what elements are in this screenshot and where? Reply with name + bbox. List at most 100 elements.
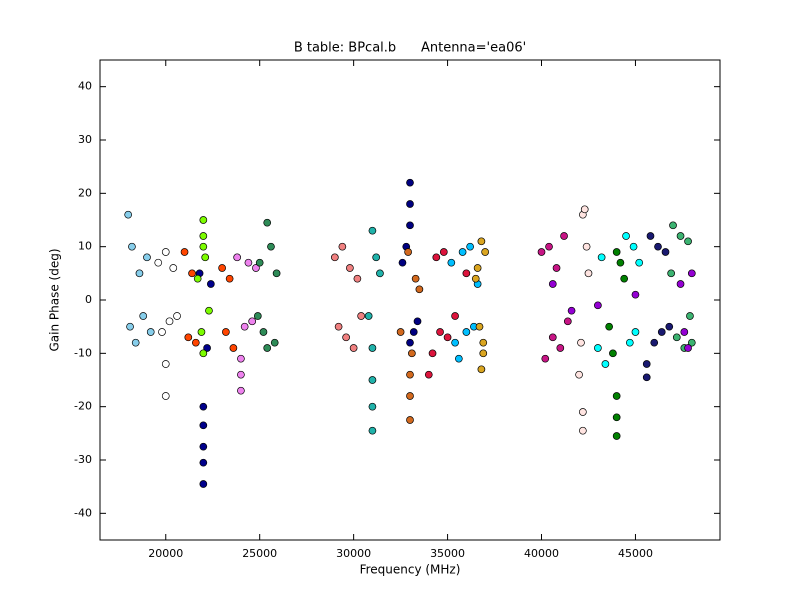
data-point xyxy=(368,376,377,384)
y-axis-label: Gain Phase (deg) xyxy=(48,248,62,351)
data-point xyxy=(199,421,208,430)
data-point xyxy=(676,280,685,288)
y-tick-label: 10 xyxy=(78,240,92,253)
data-point xyxy=(657,328,666,336)
data-point xyxy=(466,242,474,251)
data-point xyxy=(126,322,134,331)
data-point xyxy=(330,253,339,262)
data-point xyxy=(620,274,629,283)
data-point xyxy=(165,317,174,326)
data-point xyxy=(161,392,170,400)
data-point xyxy=(191,338,200,347)
y-tick-label: 30 xyxy=(78,133,92,146)
data-point xyxy=(665,322,674,331)
data-point xyxy=(199,480,208,488)
data-point xyxy=(667,269,676,278)
data-point xyxy=(451,338,459,347)
data-point xyxy=(584,269,593,278)
data-point xyxy=(443,333,452,342)
data-point xyxy=(161,360,170,368)
y-tick-label: 40 xyxy=(78,80,92,93)
data-point xyxy=(432,253,441,262)
data-point xyxy=(406,338,414,347)
data-point xyxy=(255,258,264,267)
data-point xyxy=(439,248,448,256)
data-point xyxy=(131,338,140,347)
data-point xyxy=(139,312,148,320)
data-point xyxy=(458,248,467,256)
data-point xyxy=(406,370,414,379)
data-point xyxy=(396,328,405,336)
data-point xyxy=(601,360,610,368)
data-point xyxy=(684,344,692,352)
data-point xyxy=(451,312,459,320)
data-point xyxy=(548,280,557,288)
data-point xyxy=(477,365,486,374)
data-point xyxy=(199,402,208,411)
data-point xyxy=(582,242,591,251)
data-point xyxy=(577,338,585,347)
data-point xyxy=(161,248,170,256)
plot-area xyxy=(124,178,696,488)
data-point xyxy=(635,258,644,267)
y-tick-label: -30 xyxy=(74,453,92,466)
x-tick-label: 40000 xyxy=(524,547,559,560)
data-point xyxy=(578,426,587,435)
data-point xyxy=(349,344,358,352)
data-point xyxy=(188,269,196,278)
data-point xyxy=(672,333,681,342)
data-point xyxy=(462,269,471,278)
data-point xyxy=(158,328,166,336)
data-point xyxy=(248,317,257,326)
data-point xyxy=(552,264,561,272)
data-point xyxy=(481,248,490,256)
data-point xyxy=(199,458,208,467)
data-point xyxy=(477,237,486,246)
data-point xyxy=(654,242,662,251)
data-point xyxy=(548,333,557,342)
data-point xyxy=(404,248,412,256)
data-point xyxy=(661,248,670,256)
data-point xyxy=(669,221,677,230)
data-point xyxy=(687,338,696,347)
data-point xyxy=(406,392,414,400)
data-point xyxy=(253,312,262,320)
data-point xyxy=(199,242,208,251)
data-point xyxy=(473,264,482,272)
data-point xyxy=(368,344,377,352)
data-point xyxy=(462,328,471,336)
data-point xyxy=(687,269,696,278)
data-point xyxy=(408,349,416,358)
x-axis-label: Frequency (MHz) xyxy=(360,563,461,577)
data-point xyxy=(128,242,136,251)
data-point xyxy=(411,274,420,283)
data-point xyxy=(237,386,245,395)
data-point xyxy=(205,306,213,315)
data-point xyxy=(154,258,163,267)
data-point xyxy=(625,338,634,347)
x-tick-label: 45000 xyxy=(618,547,653,560)
data-point xyxy=(364,312,373,320)
x-tick-label: 35000 xyxy=(430,547,465,560)
data-point xyxy=(537,248,546,256)
data-point xyxy=(338,242,347,251)
data-point xyxy=(267,242,275,251)
data-point xyxy=(413,317,422,326)
data-point xyxy=(631,328,640,336)
data-point xyxy=(368,426,377,435)
data-point xyxy=(650,338,659,347)
data-point xyxy=(471,274,480,283)
x-tick-label: 25000 xyxy=(242,547,277,560)
data-point xyxy=(173,312,181,320)
data-point xyxy=(580,205,589,214)
data-point xyxy=(556,344,565,352)
data-point xyxy=(201,253,210,262)
data-point xyxy=(233,253,242,262)
data-point xyxy=(612,413,621,422)
data-point xyxy=(237,354,245,363)
data-point xyxy=(124,210,133,219)
data-point xyxy=(334,322,343,331)
